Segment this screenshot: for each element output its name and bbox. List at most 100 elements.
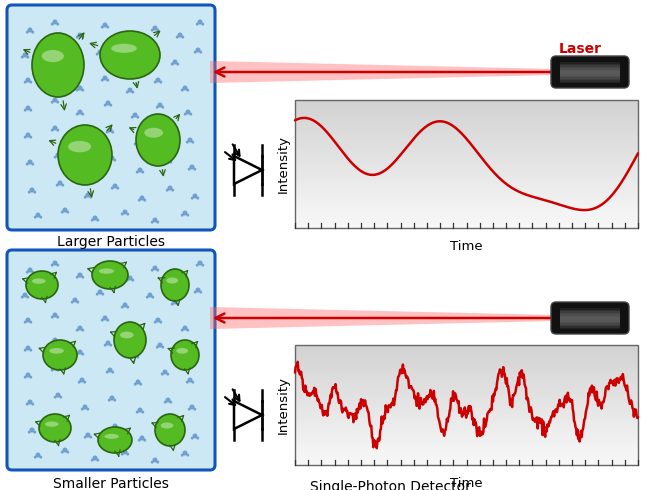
Circle shape (77, 32, 83, 38)
Circle shape (57, 23, 59, 25)
Circle shape (127, 327, 133, 333)
Bar (295, 402, 638, 405)
Circle shape (141, 411, 144, 414)
Circle shape (138, 408, 142, 413)
Bar (295, 122, 638, 125)
Circle shape (91, 459, 94, 462)
Circle shape (84, 196, 86, 198)
Bar (295, 154, 638, 158)
Circle shape (181, 275, 184, 279)
Bar (560, 65, 620, 67)
Bar (295, 354, 638, 357)
Circle shape (51, 23, 54, 25)
Bar (295, 411, 638, 414)
Circle shape (76, 61, 79, 64)
Bar (295, 435, 638, 438)
Circle shape (116, 187, 119, 190)
Circle shape (57, 264, 59, 267)
Circle shape (109, 155, 114, 161)
Ellipse shape (42, 50, 64, 62)
Circle shape (29, 427, 34, 433)
Circle shape (168, 425, 172, 431)
Circle shape (168, 186, 172, 191)
Circle shape (101, 293, 104, 295)
Ellipse shape (98, 427, 132, 453)
Ellipse shape (161, 422, 174, 429)
Circle shape (133, 113, 138, 118)
Circle shape (25, 132, 31, 138)
Circle shape (190, 405, 194, 410)
Circle shape (33, 431, 36, 434)
Bar (560, 321, 620, 323)
FancyBboxPatch shape (7, 250, 215, 470)
Circle shape (136, 356, 139, 359)
Ellipse shape (114, 322, 146, 358)
Bar (295, 366, 638, 369)
Circle shape (202, 23, 204, 25)
Circle shape (54, 395, 57, 398)
Circle shape (186, 141, 188, 144)
Circle shape (151, 220, 154, 223)
Circle shape (138, 168, 142, 172)
Circle shape (56, 184, 58, 187)
Circle shape (53, 366, 57, 370)
Circle shape (57, 100, 59, 103)
Text: Laser: Laser (558, 42, 601, 56)
Bar (295, 125, 638, 129)
Circle shape (171, 63, 174, 66)
Circle shape (166, 133, 169, 136)
Circle shape (103, 23, 107, 27)
Bar (295, 345, 638, 348)
Circle shape (29, 376, 32, 379)
Circle shape (138, 439, 141, 441)
Bar (295, 390, 638, 393)
Circle shape (196, 23, 199, 25)
Circle shape (172, 59, 177, 65)
Bar (560, 61, 620, 62)
Circle shape (154, 320, 157, 323)
Circle shape (77, 272, 83, 277)
Circle shape (92, 456, 98, 461)
Bar (295, 135, 638, 138)
Circle shape (181, 329, 184, 332)
Circle shape (116, 427, 119, 430)
Circle shape (71, 300, 73, 304)
Circle shape (86, 433, 90, 438)
Circle shape (31, 270, 34, 273)
Circle shape (143, 198, 146, 201)
Bar (295, 100, 638, 103)
Bar (560, 68, 620, 70)
Ellipse shape (39, 414, 71, 442)
Circle shape (29, 320, 32, 323)
Polygon shape (234, 401, 262, 429)
Circle shape (109, 395, 114, 400)
Circle shape (98, 290, 103, 294)
Circle shape (53, 313, 57, 318)
Circle shape (73, 57, 77, 63)
Circle shape (196, 437, 200, 440)
Circle shape (188, 168, 190, 171)
Bar (295, 199, 638, 202)
Circle shape (153, 25, 157, 30)
Circle shape (154, 80, 157, 84)
Circle shape (181, 454, 184, 457)
Circle shape (166, 372, 169, 376)
Circle shape (29, 109, 32, 112)
Circle shape (53, 338, 57, 343)
Circle shape (81, 329, 84, 332)
Circle shape (161, 345, 164, 348)
Circle shape (188, 408, 190, 411)
Bar (295, 221, 638, 225)
Circle shape (153, 266, 157, 270)
Circle shape (51, 49, 54, 51)
Circle shape (198, 261, 203, 266)
Circle shape (134, 383, 136, 386)
Circle shape (151, 461, 154, 464)
Circle shape (196, 196, 200, 199)
Circle shape (39, 456, 42, 459)
Bar (295, 444, 638, 447)
Circle shape (183, 85, 187, 91)
Circle shape (24, 109, 27, 112)
FancyBboxPatch shape (551, 302, 629, 334)
Circle shape (83, 141, 86, 144)
